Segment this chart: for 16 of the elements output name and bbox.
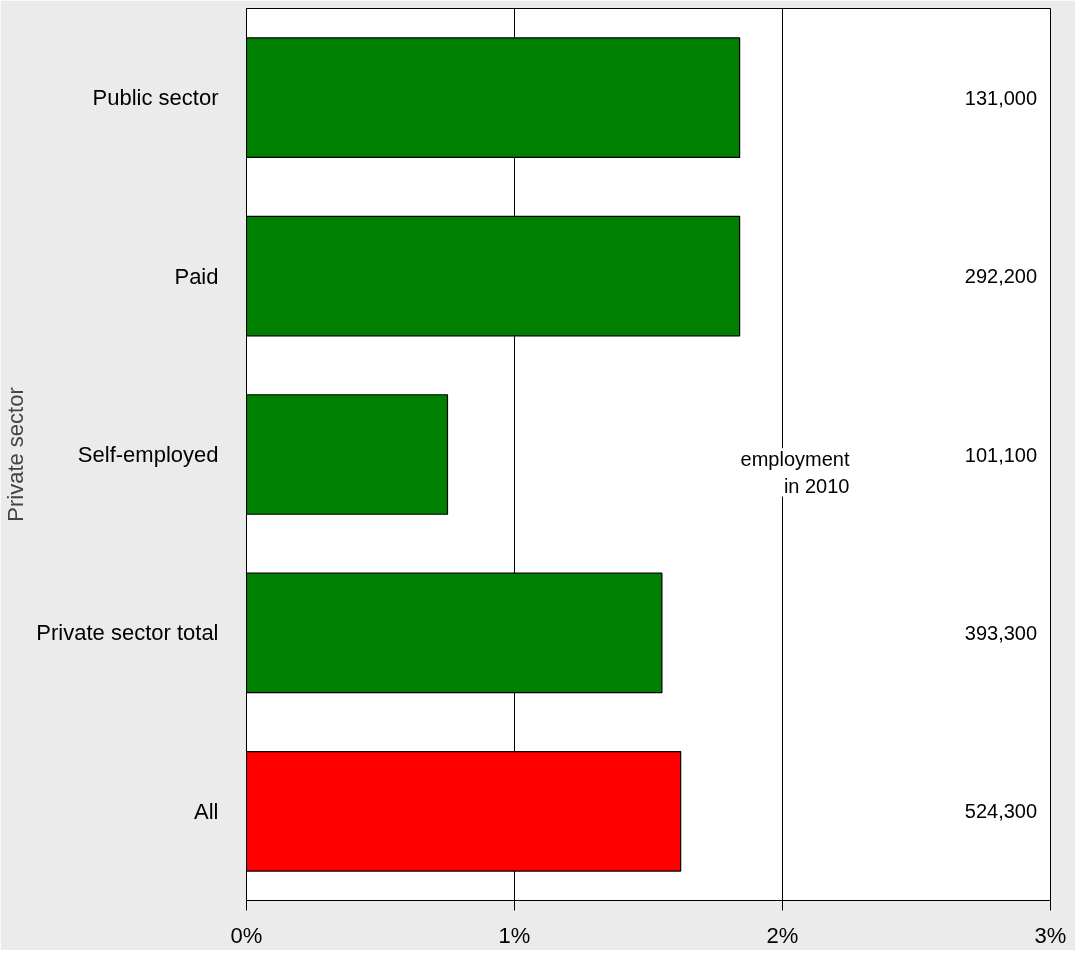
y-tick-label: All bbox=[194, 798, 219, 824]
y-tick-label: Paid bbox=[174, 263, 219, 289]
x-tick-label: 1% bbox=[498, 922, 531, 948]
annotation: 524,300 bbox=[964, 800, 1038, 823]
annotation: 292,200 bbox=[964, 265, 1038, 288]
annotation: 393,300 bbox=[964, 621, 1038, 644]
annotation: 101,100 bbox=[964, 443, 1038, 466]
y-tick-label: Public sector bbox=[92, 85, 219, 111]
y-tick-label: Private sector total bbox=[36, 620, 219, 646]
x-tick-label: 3% bbox=[1034, 922, 1067, 948]
annotation: 131,000 bbox=[964, 86, 1038, 109]
y-tick-label: Self-employed bbox=[77, 442, 219, 467]
x-tick-label: 2% bbox=[766, 922, 799, 948]
annotation: employment in 2010 bbox=[740, 448, 850, 497]
y-axis-title: Private sector bbox=[3, 387, 29, 522]
x-tick-label: 0% bbox=[230, 922, 263, 948]
